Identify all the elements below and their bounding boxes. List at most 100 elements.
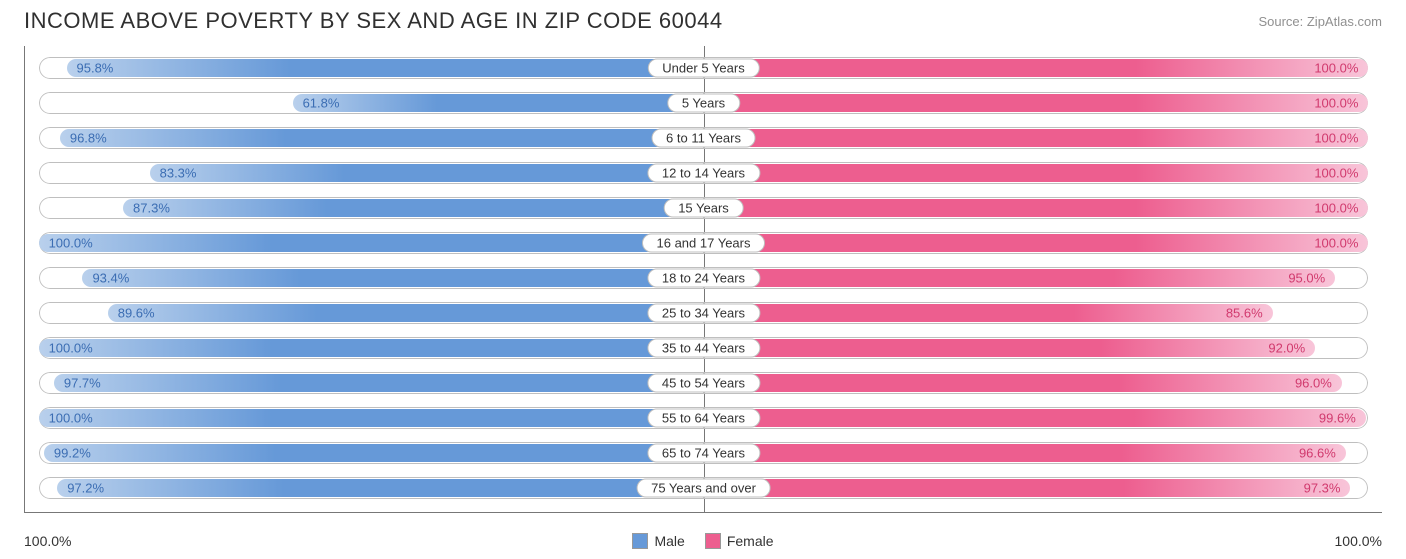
chart-row: 97.2% 97.3%75 Years and over — [25, 470, 1382, 505]
male-value-label: 93.4% — [92, 270, 129, 285]
female-bar — [704, 59, 1369, 77]
female-value-label: 99.6% — [1319, 410, 1356, 425]
chart-title: INCOME ABOVE POVERTY BY SEX AND AGE IN Z… — [24, 8, 723, 34]
male-half: 89.6% — [25, 295, 704, 330]
female-value-label: 100.0% — [1314, 235, 1358, 250]
axis-label-left: 100.0% — [24, 533, 71, 549]
male-track: 97.7% — [39, 372, 704, 394]
category-label: 18 to 24 Years — [647, 268, 760, 287]
chart-row: 87.3% 100.0% 15 Years — [25, 190, 1382, 225]
male-track: 95.8% — [39, 57, 704, 79]
female-bar — [704, 164, 1369, 182]
male-value-label: 97.2% — [67, 480, 104, 495]
chart-row: 100.0% 100.0% 16 and 17 Years — [25, 225, 1382, 260]
female-track: 85.6% — [704, 302, 1369, 324]
category-label: 12 to 14 Years — [647, 163, 760, 182]
chart-row: 93.4% 95.0% 18 to 24 Years — [25, 260, 1382, 295]
category-label: 65 to 74 Years — [647, 443, 760, 462]
female-track: 96.0% — [704, 372, 1369, 394]
category-label: 75 Years and over — [636, 478, 771, 497]
female-value-label: 100.0% — [1314, 60, 1358, 75]
female-bar — [704, 479, 1351, 497]
female-bar — [704, 199, 1369, 217]
female-bar — [704, 304, 1273, 322]
female-bar — [704, 129, 1369, 147]
female-swatch — [705, 533, 721, 549]
female-track: 96.6% — [704, 442, 1369, 464]
male-bar — [54, 374, 704, 392]
category-label: Under 5 Years — [647, 58, 759, 77]
male-value-label: 61.8% — [303, 95, 340, 110]
legend-item-female: Female — [705, 533, 774, 549]
female-value-label: 100.0% — [1314, 200, 1358, 215]
male-value-label: 96.8% — [70, 130, 107, 145]
female-track: 100.0% — [704, 92, 1369, 114]
male-half: 100.0% — [25, 225, 704, 260]
category-label: 25 to 34 Years — [647, 303, 760, 322]
male-value-label: 95.8% — [77, 60, 114, 75]
male-track: 83.3% — [39, 162, 704, 184]
male-bar — [82, 269, 703, 287]
female-bar — [704, 444, 1346, 462]
male-half: 96.8% — [25, 120, 704, 155]
female-track: 99.6% — [704, 407, 1369, 429]
legend-item-male: Male — [632, 533, 684, 549]
female-value-label: 96.0% — [1295, 375, 1332, 390]
source-attribution: Source: ZipAtlas.com — [1258, 14, 1382, 29]
male-half: 83.3% — [25, 155, 704, 190]
male-half: 87.3% — [25, 190, 704, 225]
male-bar — [39, 409, 704, 427]
male-value-label: 99.2% — [54, 445, 91, 460]
male-half: 97.2% — [25, 470, 704, 505]
female-track: 97.3% — [704, 477, 1369, 499]
female-half: 100.0% — [704, 190, 1383, 225]
female-half: 95.0% — [704, 260, 1383, 295]
legend: Male Female — [632, 533, 773, 549]
female-bar — [704, 94, 1369, 112]
category-label: 16 and 17 Years — [642, 233, 766, 252]
male-bar — [39, 234, 704, 252]
category-label: 45 to 54 Years — [647, 373, 760, 392]
male-half: 100.0% — [25, 400, 704, 435]
category-label: 35 to 44 Years — [647, 338, 760, 357]
male-bar — [60, 129, 704, 147]
female-value-label: 100.0% — [1314, 130, 1358, 145]
male-track: 89.6% — [39, 302, 704, 324]
male-half: 95.8% — [25, 50, 704, 85]
female-bar — [704, 374, 1342, 392]
female-track: 100.0% — [704, 232, 1369, 254]
female-track: 100.0% — [704, 127, 1369, 149]
female-value-label: 95.0% — [1288, 270, 1325, 285]
female-half: 92.0% — [704, 330, 1383, 365]
male-bar — [67, 59, 704, 77]
category-label: 15 Years — [663, 198, 744, 217]
male-bar — [108, 304, 704, 322]
category-label: 5 Years — [667, 93, 740, 112]
chart-row: 96.8% 100.0% 6 to 11 Years — [25, 120, 1382, 155]
female-half: 100.0% — [704, 155, 1383, 190]
female-track: 100.0% — [704, 197, 1369, 219]
male-value-label: 100.0% — [49, 340, 93, 355]
female-value-label: 100.0% — [1314, 165, 1358, 180]
chart-row: 97.7% 96.0% 45 to 54 Years — [25, 365, 1382, 400]
female-half: 97.3% — [704, 470, 1383, 505]
chart-row: 99.2% 96.6%65 to 74 Years — [25, 435, 1382, 470]
male-value-label: 87.3% — [133, 200, 170, 215]
male-track: 96.8% — [39, 127, 704, 149]
category-label: 6 to 11 Years — [651, 128, 756, 147]
male-value-label: 89.6% — [118, 305, 155, 320]
male-half: 97.7% — [25, 365, 704, 400]
female-value-label: 92.0% — [1268, 340, 1305, 355]
male-track: 100.0% — [39, 232, 704, 254]
axis-label-right: 100.0% — [1335, 533, 1382, 549]
female-half: 96.0% — [704, 365, 1383, 400]
female-half: 85.6% — [704, 295, 1383, 330]
legend-label-female: Female — [727, 533, 774, 549]
male-track: 87.3% — [39, 197, 704, 219]
male-value-label: 100.0% — [49, 410, 93, 425]
male-half: 99.2% — [25, 435, 704, 470]
female-bar — [704, 339, 1316, 357]
male-value-label: 100.0% — [49, 235, 93, 250]
chart-row: 61.8% 100.0%5 Years — [25, 85, 1382, 120]
female-half: 100.0% — [704, 225, 1383, 260]
